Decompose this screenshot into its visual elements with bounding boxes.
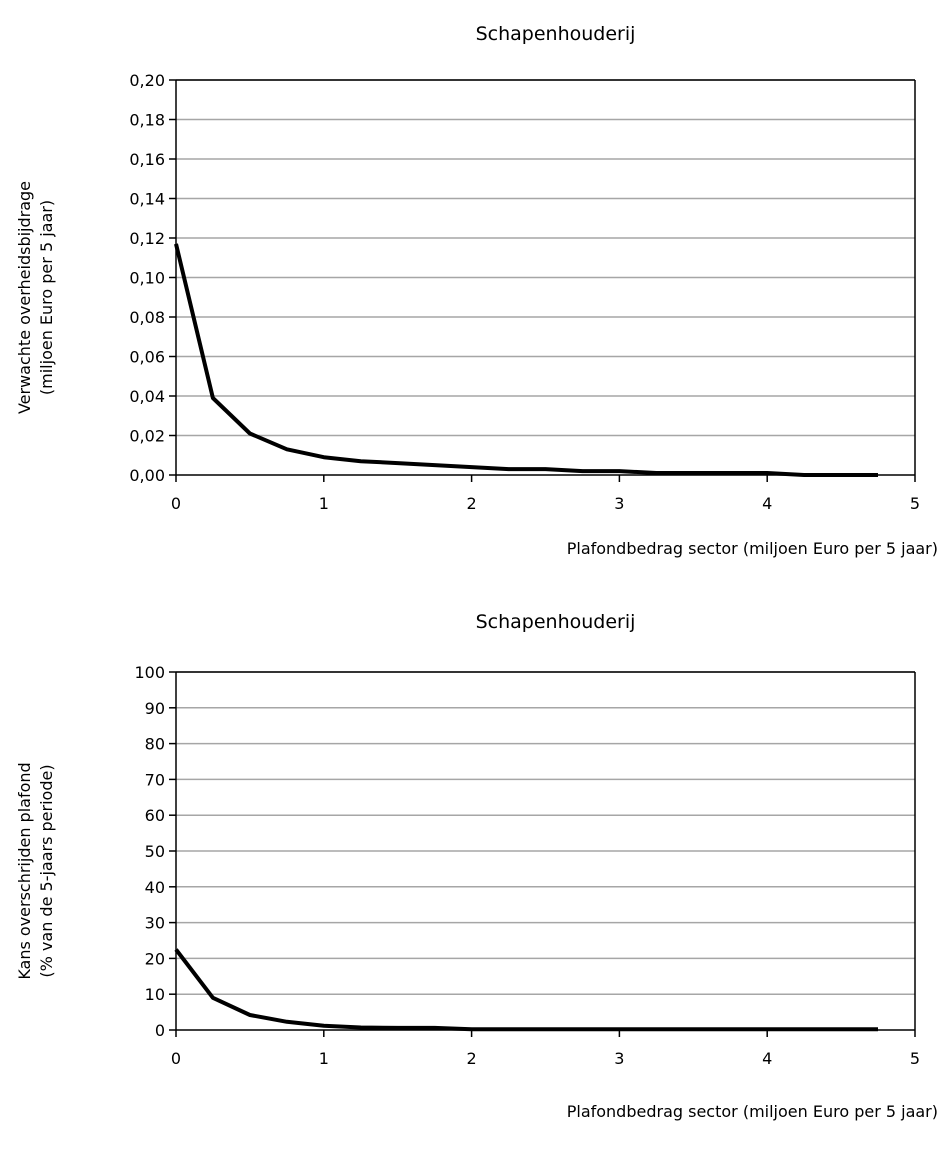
x-axis-label: Plafondbedrag sector (miljoen Euro per 5… [567, 1102, 938, 1121]
y-tick-label: 60 [145, 806, 165, 825]
y-tick-label: 0,16 [129, 150, 165, 169]
chart-1: Schapenhouderij 0,00 0,02 0,04 0,06 0,08 0,10 0… [15, 23, 938, 558]
x-tick-label: 3 [614, 494, 624, 513]
y-tick-label: 70 [145, 770, 165, 789]
x-tick-label: 4 [762, 1049, 772, 1068]
chart-2: Schapenhouderij 0 10 20 30 40 50 60 70 80 90 100 0 1 2… [15, 611, 938, 1121]
y-tick-label: 0,04 [129, 387, 165, 406]
y-tick-label: 40 [145, 878, 165, 897]
y-tick-label: 0,14 [129, 190, 165, 209]
y-tick-label: 0,08 [129, 308, 165, 327]
y-tick-label: 0,18 [129, 111, 165, 130]
y-tick-label: 0,02 [129, 427, 165, 446]
y-tick-label: 0,10 [129, 269, 165, 288]
y-tick-label: 0,12 [129, 229, 165, 248]
x-tick-label: 5 [910, 1049, 920, 1068]
chart-title: Schapenhouderij [476, 611, 636, 633]
y-tick-label: 0,00 [129, 466, 165, 485]
x-tick-label: 5 [910, 494, 920, 513]
x-axis-label: Plafondbedrag sector (miljoen Euro per 5… [567, 539, 938, 558]
x-tick-label: 1 [319, 494, 329, 513]
x-tick-label: 3 [614, 1049, 624, 1068]
y-tick-label: 80 [145, 735, 165, 754]
y-axis-label-line-2: (% van de 5-jaars periode) [37, 764, 56, 977]
y-tick-label: 100 [134, 663, 165, 682]
y-tick-label: 30 [145, 914, 165, 933]
x-tick-label: 0 [171, 494, 181, 513]
x-tick-label: 4 [762, 494, 772, 513]
y-tick-label: 0,20 [129, 71, 165, 90]
x-tick-label: 1 [319, 1049, 329, 1068]
x-tick-label: 2 [467, 1049, 477, 1068]
y-tick-label: 20 [145, 949, 165, 968]
y-tick-label: 50 [145, 842, 165, 861]
y-axis-label-line-2: (miljoen Euro per 5 jaar) [37, 200, 56, 395]
x-tick-label: 2 [467, 494, 477, 513]
series-line [174, 243, 878, 477]
y-axis-label-line-1: Kans overschrijden plafond [15, 762, 34, 979]
y-tick-label: 90 [145, 699, 165, 718]
y-tick-label: 10 [145, 985, 165, 1004]
chart-title: Schapenhouderij [476, 23, 636, 45]
series-line [174, 948, 878, 1032]
x-tick-label: 0 [171, 1049, 181, 1068]
y-tick-label: 0 [155, 1021, 165, 1040]
y-tick-label: 0,06 [129, 348, 165, 367]
y-axis-label-line-1: Verwachte overheidsbijdrage [15, 181, 34, 414]
